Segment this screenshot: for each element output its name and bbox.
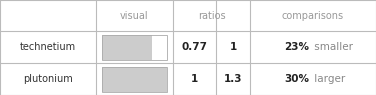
Text: ratios: ratios — [198, 11, 225, 21]
Text: 0.77: 0.77 — [182, 42, 208, 52]
Text: 1.3: 1.3 — [224, 74, 243, 84]
Text: technetium: technetium — [20, 42, 76, 52]
Bar — [102, 66, 167, 92]
Text: 23%: 23% — [284, 42, 309, 52]
Text: visual: visual — [120, 11, 149, 21]
Text: 30%: 30% — [284, 74, 309, 84]
Text: 1: 1 — [229, 42, 237, 52]
Text: smaller: smaller — [311, 42, 353, 52]
Text: plutonium: plutonium — [23, 74, 73, 84]
Bar — [102, 35, 152, 60]
Text: comparisons: comparisons — [282, 11, 344, 21]
Bar — [102, 66, 167, 92]
Text: 1: 1 — [191, 74, 198, 84]
Bar — [152, 35, 167, 60]
Text: larger: larger — [311, 74, 346, 84]
Bar — [102, 35, 167, 60]
